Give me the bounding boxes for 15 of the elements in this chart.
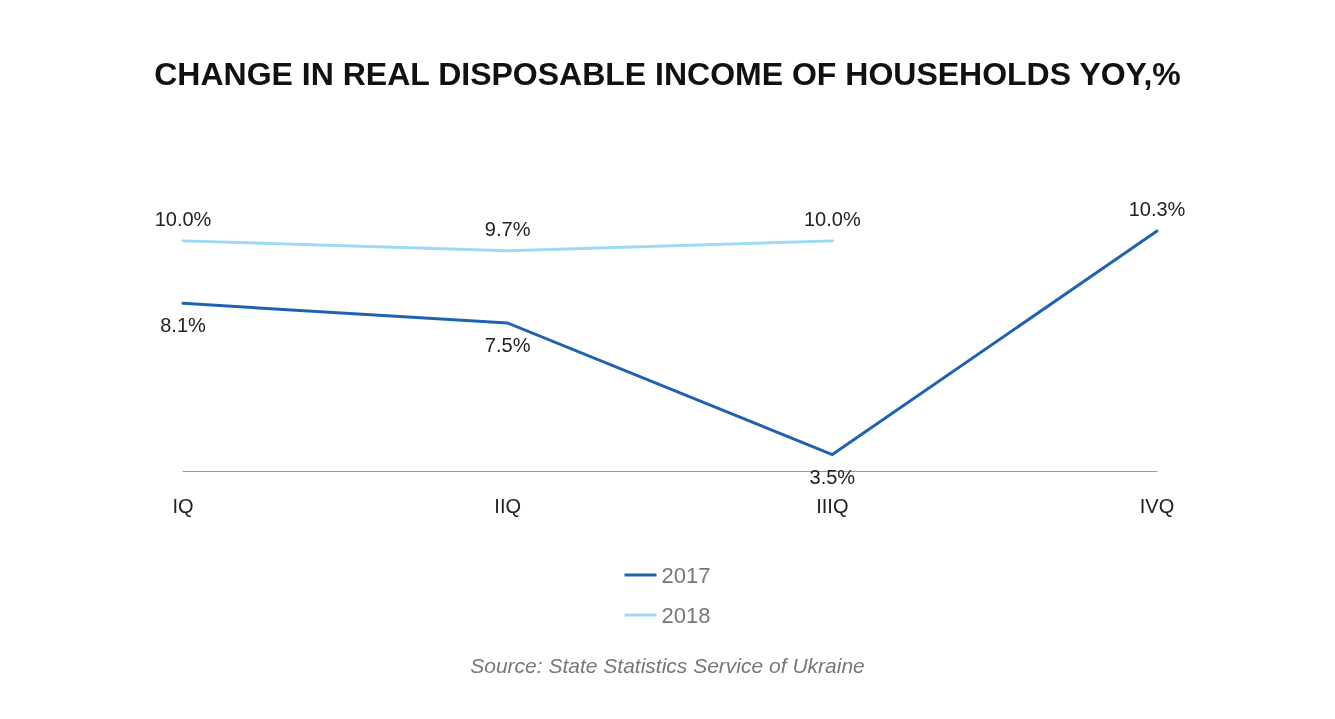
data-label: 10.3% [1128,198,1186,221]
data-label: 10.0% [154,207,212,230]
data-label: 8.1% [160,314,207,337]
x-tick-label: IVQ [1139,495,1175,517]
chart-title: CHANGE IN REAL DISPOSABLE INCOME OF HOUSEHOLDS YOY,% [154,56,1181,92]
data-label: 3.5% [809,465,856,488]
legend-label: 2018 [661,602,711,628]
x-tick-label: IQ [172,495,194,517]
legend-label: 2017 [661,562,711,588]
data-label: 9.7% [484,217,531,240]
data-label: 7.5% [484,334,531,357]
x-tick-label: IIQ [494,495,521,517]
data-label: 10.0% [803,207,861,230]
x-tick-label: IIIQ [816,495,849,517]
source-note: Source: State Statistics Service of Ukraine [470,654,865,677]
